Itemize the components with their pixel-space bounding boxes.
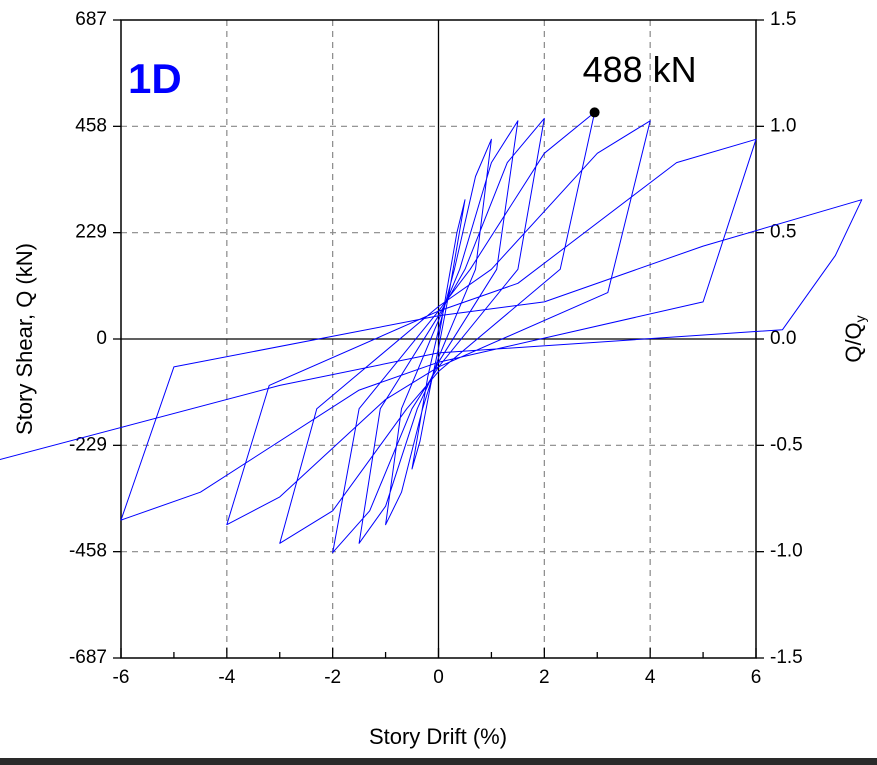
annotation-label: 488 kN [583,49,697,90]
y2-title-main: Q/Q [841,322,866,362]
y-tick-label: -687 [69,647,107,668]
y2-tick-label: 0.0 [770,328,796,349]
panel-label: 1D [128,55,182,102]
y2-axis-title: Q/Qy [841,315,868,362]
y2-tick-label: 0.5 [770,222,796,243]
bottom-strip [0,758,877,765]
x-tick-label: -2 [324,667,341,688]
y-tick-label: -458 [69,541,107,562]
x-tick-label: -4 [218,667,235,688]
y-tick-label: 687 [75,9,107,30]
x-tick-label: -6 [113,667,130,688]
x-tick-label: 6 [751,667,762,688]
y-tick-label: -229 [69,434,107,455]
y2-tick-label: 1.5 [770,9,796,30]
y-tick-label: 458 [75,115,107,136]
x-tick-label: 4 [645,667,656,688]
hysteresis-curve [0,111,863,554]
y-tick-label: 0 [96,328,107,349]
y2-tick-label: 1.0 [770,115,796,136]
annotation-point [589,107,600,118]
x-axis-title: Story Drift (%) [369,724,507,749]
x-tick-label: 0 [433,667,444,688]
y2-tick-label: -1.0 [770,541,803,562]
y-axis-title: Story Shear, Q (kN) [12,243,37,435]
y2-tick-label: -1.5 [770,647,803,668]
x-tick-label: 2 [539,667,550,688]
y2-tick-label: -0.5 [770,434,803,455]
y-tick-label: 229 [75,222,107,243]
y2-title-sub: y [852,315,868,322]
